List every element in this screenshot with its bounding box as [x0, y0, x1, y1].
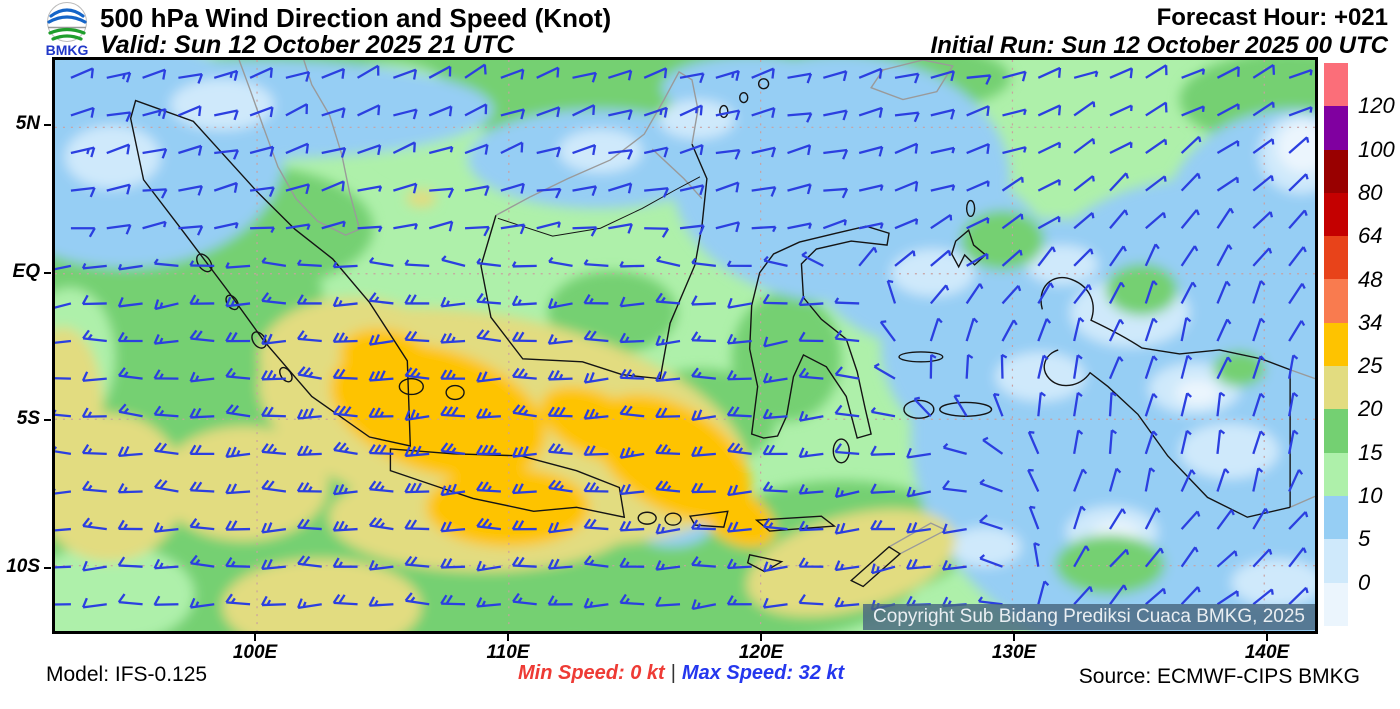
colorbar-value: 15: [1358, 439, 1383, 465]
x-axis-label: 110E: [486, 642, 530, 663]
colorbar-value: 48: [1358, 266, 1383, 292]
colorbar-segment: [1324, 106, 1348, 150]
colorbar-value: 80: [1358, 179, 1383, 205]
x-axis-label: 130E: [991, 642, 1037, 663]
y-axis-label: 10S: [6, 556, 40, 577]
colorbar-value: 25: [1358, 353, 1383, 379]
x-axis-tick: [1266, 634, 1268, 641]
colorbar-value: 100: [1358, 136, 1395, 162]
speed-colorbar: [1324, 63, 1348, 626]
colorbar-segment: [1324, 236, 1348, 280]
colorbar-segment: [1324, 192, 1348, 237]
speed-shading-blobs: [55, 60, 1315, 631]
copyright-overlay: Copyright Sub Bidang Prediksi Cuaca BMKG…: [863, 604, 1315, 630]
min-max-speed: Min Speed: 0 kt | Max Speed: 32 kt: [518, 662, 844, 685]
map-plot: Copyright Sub Bidang Prediksi Cuaca BMKG…: [52, 57, 1318, 634]
y-axis-tick: [44, 419, 51, 421]
source-label: Source: ECMWF-CIPS BMKG: [1078, 665, 1360, 688]
forecast-hour-label: Forecast Hour: +021: [1156, 4, 1388, 31]
colorbar-segment: [1324, 63, 1348, 107]
colorbar-segment: [1324, 149, 1348, 193]
min-speed-label: Min Speed: 0 kt: [518, 662, 665, 684]
bmkg-logo: BMKG: [46, 2, 89, 57]
x-axis-tick: [507, 634, 509, 641]
coastline-foreign: [238, 60, 1315, 555]
colorbar-segment: [1324, 279, 1348, 323]
bmkg-logo-text: BMKG: [46, 42, 89, 57]
x-axis-label: 100E: [232, 642, 278, 663]
bmkg-logo-icon: [47, 2, 87, 42]
y-axis-tick: [44, 272, 51, 274]
colorbar-value: 10: [1358, 483, 1383, 508]
colorbar-segment: [1324, 452, 1348, 496]
y-axis-label: 5N: [15, 113, 40, 134]
wind-barbs: [55, 63, 1313, 611]
y-axis-label: EQ: [12, 261, 40, 282]
model-label: Model: IFS-0.125: [46, 663, 208, 686]
latlon-gridlines: [55, 60, 1315, 631]
x-axis-label: 120E: [738, 642, 784, 663]
colorbar-value: 64: [1358, 223, 1383, 249]
y-axis-tick: [44, 124, 51, 126]
x-axis-label: 140E: [1244, 642, 1290, 663]
colorbar-value: 34: [1358, 309, 1383, 335]
x-axis-tick: [760, 634, 762, 641]
map-canvas: [55, 60, 1315, 631]
colorbar-value: 0: [1358, 569, 1371, 595]
colorbar-value: 5: [1358, 526, 1371, 552]
x-axis-tick: [254, 634, 256, 641]
colorbar-segment: [1324, 495, 1348, 540]
colorbar-value: 120: [1358, 93, 1395, 119]
max-speed-label: Max Speed: 32 kt: [681, 662, 845, 684]
initial-run-label: Initial Run: Sun 12 October 2025 00 UTC: [930, 32, 1388, 59]
colorbar-segment: [1324, 366, 1348, 410]
x-axis-tick: [1013, 634, 1015, 641]
colorbar-segment: [1324, 539, 1348, 583]
colorbar-segment: [1324, 322, 1348, 367]
y-axis-tick: [44, 567, 51, 569]
colorbar-segment: [1324, 409, 1348, 453]
page-title: 500 hPa Wind Direction and Speed (Knot): [100, 3, 612, 33]
colorbar-segment: [1324, 582, 1348, 626]
valid-time-label: Valid: Sun 12 October 2025 21 UTC: [100, 31, 515, 59]
y-axis-label: 5S: [16, 408, 40, 429]
colorbar-value: 20: [1358, 396, 1383, 422]
separator: |: [670, 662, 676, 684]
